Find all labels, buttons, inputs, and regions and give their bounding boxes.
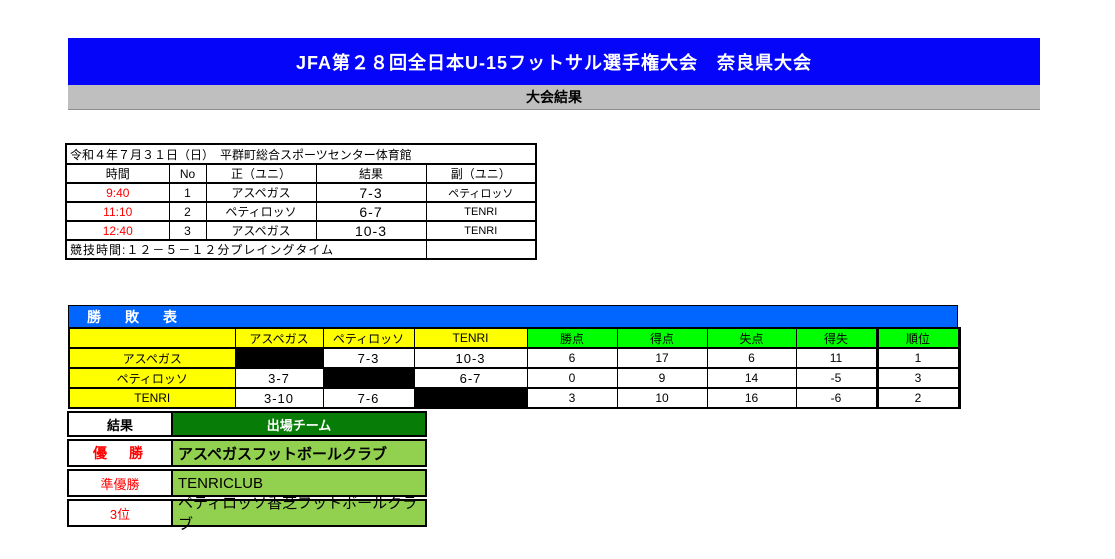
standings-table: アスペガス ペティロッソ TENRI 勝点 得点 失点 得失 順位 アスペガス …: [68, 327, 961, 409]
result-row-third: 3位 ペティロッソ香芝フットボールクラブ: [67, 495, 427, 533]
standings-title-bar: 勝 敗 表: [68, 305, 958, 327]
goal-diff-cell: -5: [795, 367, 878, 389]
home-team: アスペガス: [205, 182, 317, 203]
score-cell: 3-7: [234, 367, 324, 389]
runner-up-team: TENRICLUB: [178, 474, 264, 492]
champion-team: アスペガスフットボールクラブ: [178, 445, 387, 463]
results-header-place: 結果: [67, 411, 173, 437]
standings-row: ペティロッソ 3-7 6-7 0 9 14 -5 3: [68, 367, 961, 389]
place-label: 準優勝: [67, 469, 173, 497]
place-label: 優 勝: [67, 439, 173, 467]
goals-against-cell: 6: [706, 347, 797, 369]
standings-col-goals-for: 得点: [616, 327, 708, 349]
standings-col-team3: TENRI: [413, 327, 528, 349]
match-no: 3: [168, 220, 207, 241]
rank-cell: 1: [875, 347, 961, 369]
goals-against-cell: 16: [706, 387, 797, 409]
place-label: 3位: [67, 499, 173, 527]
schedule-col-no: No: [168, 163, 207, 184]
kickoff-time: 9:40: [65, 182, 170, 203]
team-name: アスペガスフットボールクラブ: [171, 439, 427, 467]
away-team: TENRI: [425, 201, 537, 222]
results-header-row: 結果 出場チーム: [67, 411, 427, 437]
match-no: 1: [168, 182, 207, 203]
score-cell: 3-10: [234, 387, 324, 409]
team-name: ペティロッソ香芝フットボールクラブ: [171, 495, 427, 533]
match-schedule-table: 令和４年７月３１日（日） 平群町総合スポーツセンター体育館 時間 No 正（ユニ…: [65, 143, 538, 260]
standings-title: 勝 敗 表: [87, 308, 182, 325]
match-result: 10-3: [315, 220, 427, 241]
schedule-col-result: 結果: [315, 163, 427, 184]
rank-cell: 2: [875, 387, 961, 409]
schedule-col-time: 時間: [65, 163, 170, 184]
standings-header-row: アスペガス ペティロッソ TENRI 勝点 得点 失点 得失 順位: [68, 327, 961, 349]
away-team: ペティロッソ: [425, 182, 537, 203]
goals-for-cell: 9: [616, 367, 708, 389]
runner-up-label: 準優勝: [100, 476, 140, 492]
match-no: 2: [168, 201, 207, 222]
team-name-cell: アスペガス: [68, 347, 236, 369]
kickoff-time: 11:10: [65, 201, 170, 222]
tournament-banner: JFA第２８回全日本U-15フットサル選手権大会 奈良県大会: [68, 38, 1040, 85]
third-place-team: ペティロッソ香芝フットボールクラブ: [178, 495, 418, 533]
subheader-label: 大会結果: [526, 89, 582, 105]
goals-for-cell: 17: [616, 347, 708, 369]
away-team: TENRI: [425, 220, 537, 241]
score-cell: 6-7: [413, 367, 528, 389]
black-diagonal-cell: [322, 367, 415, 389]
empty-cell: [425, 239, 537, 260]
results-subheader: 大会結果: [68, 85, 1040, 110]
black-diagonal-cell: [413, 387, 528, 409]
third-place-label: 3位: [109, 506, 131, 522]
goals-against-cell: 14: [706, 367, 797, 389]
points-cell: 3: [526, 387, 618, 409]
schedule-row: 9:40 1 アスペガス 7-3 ペティロッソ: [65, 182, 537, 203]
result-row-runner-up: 準優勝 TENRICLUB: [67, 469, 427, 497]
black-diagonal-cell: [234, 347, 324, 369]
result-row-champion: 優 勝 アスペガスフットボールクラブ: [67, 439, 427, 467]
standings-row: TENRI 3-10 7-6 3 10 16 -6 2: [68, 387, 961, 409]
team-name-cell: ペティロッソ: [68, 367, 236, 389]
score-cell: 7-3: [322, 347, 415, 369]
schedule-col-away: 副（ユニ）: [425, 163, 537, 184]
home-team: アスペガス: [205, 220, 317, 241]
points-cell: 0: [526, 367, 618, 389]
champion-label: 優 勝: [93, 445, 147, 461]
schedule-row: 11:10 2 ペティロッソ 6-7 TENRI: [65, 201, 537, 222]
results-header-team: 出場チーム: [171, 411, 427, 437]
goal-diff-cell: -6: [795, 387, 878, 409]
standings-col-points: 勝点: [526, 327, 618, 349]
final-results-table: 結果 出場チーム 優 勝 アスペガスフットボールクラブ 準優勝 TENRICLU…: [67, 411, 427, 533]
score-cell: 7-6: [322, 387, 415, 409]
schedule-footer-row: 競技時間:１２－５－１２分プレイングタイム: [65, 239, 537, 260]
standings-col-team1: アスペガス: [234, 327, 324, 349]
schedule-header-row: 時間 No 正（ユニ） 結果 副（ユニ）: [65, 163, 537, 184]
schedule-title: 令和４年７月３１日（日） 平群町総合スポーツセンター体育館: [65, 143, 537, 165]
schedule-col-home: 正（ユニ）: [205, 163, 317, 184]
standings-col-team2: ペティロッソ: [322, 327, 415, 349]
schedule-row: 12:40 3 アスペガス 10-3 TENRI: [65, 220, 537, 241]
team-name-cell: TENRI: [68, 387, 236, 409]
points-cell: 6: [526, 347, 618, 369]
standings-corner-cell: [68, 327, 236, 349]
standings-row: アスペガス 7-3 10-3 6 17 6 11 1: [68, 347, 961, 369]
match-result: 6-7: [315, 201, 427, 222]
home-team: ペティロッソ: [205, 201, 317, 222]
team-name: TENRICLUB: [171, 469, 427, 497]
rank-cell: 3: [875, 367, 961, 389]
goals-for-cell: 10: [616, 387, 708, 409]
standings-col-goal-diff: 得失: [795, 327, 878, 349]
tournament-title: JFA第２８回全日本U-15フットサル選手権大会 奈良県大会: [295, 52, 813, 73]
standings-col-rank: 順位: [875, 327, 961, 349]
schedule-title-row: 令和４年７月３１日（日） 平群町総合スポーツセンター体育館: [65, 143, 537, 165]
goal-diff-cell: 11: [795, 347, 878, 369]
playing-time-note: 競技時間:１２－５－１２分プレイングタイム: [65, 239, 427, 260]
score-cell: 10-3: [413, 347, 528, 369]
standings-col-goals-against: 失点: [706, 327, 797, 349]
match-result: 7-3: [315, 182, 427, 203]
kickoff-time: 12:40: [65, 220, 170, 241]
